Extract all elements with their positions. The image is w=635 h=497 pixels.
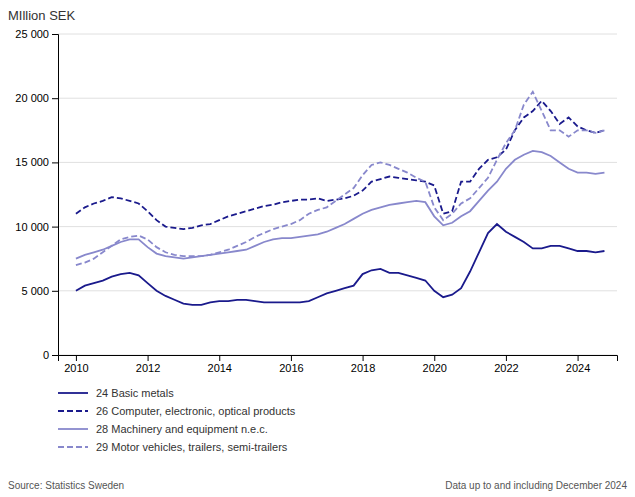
x-tick: 2010 — [64, 355, 88, 374]
x-axis-line — [59, 356, 618, 362]
annotation: Data up to and including December 2024 — [445, 480, 627, 491]
y-axis-line — [52, 35, 59, 356]
y-tick-label: 5 000 — [21, 285, 49, 297]
x-tick-mark — [363, 355, 364, 361]
legend-swatch — [58, 410, 88, 412]
legend-label: 26 Computer, electronic, optical product… — [96, 405, 296, 417]
legend-label: 29 Motor vehicles, trailers, semi-traile… — [96, 441, 288, 453]
series-line — [76, 151, 605, 259]
x-tick: 2024 — [566, 355, 590, 374]
series-line — [76, 92, 605, 265]
y-tick: 20 000 — [15, 92, 58, 104]
x-tick-mark — [434, 355, 435, 361]
y-tick-label: 0 — [43, 349, 49, 361]
y-tick-label: 20 000 — [15, 92, 49, 104]
y-tick-label: 25 000 — [15, 28, 49, 40]
legend-label: 28 Machinery and equipment n.e.c. — [96, 423, 268, 435]
grid-line — [58, 98, 617, 99]
y-tick-mark — [52, 291, 58, 292]
x-tick-mark — [148, 355, 149, 361]
legend-item: 29 Motor vehicles, trailers, semi-traile… — [58, 441, 288, 453]
y-tick-mark — [52, 162, 58, 163]
x-tick-mark — [76, 355, 77, 361]
x-tick-mark — [291, 355, 292, 361]
grid — [58, 34, 617, 355]
x-tick: 2020 — [423, 355, 447, 374]
grid-line — [58, 34, 617, 35]
x-tick-label: 2022 — [494, 362, 518, 374]
x-tick-label: 2012 — [136, 362, 160, 374]
y-tick: 25 000 — [15, 28, 58, 40]
x-tick: 2014 — [208, 355, 232, 374]
x-tick-mark — [219, 355, 220, 361]
x-tick-label: 2018 — [351, 362, 375, 374]
x-tick: 2012 — [136, 355, 160, 374]
chart: 2010 2012 2014 2016 2018 2020 2022 2024 0 5 000 10… — [0, 0, 635, 497]
legend-swatch — [58, 392, 88, 394]
y-tick: 15 000 — [15, 156, 58, 168]
x-tick-label: 2016 — [279, 362, 303, 374]
title: MIllion SEK — [8, 8, 76, 23]
x-tick-label: 2024 — [566, 362, 590, 374]
series-line — [76, 224, 605, 305]
x-tick: 2016 — [279, 355, 303, 374]
annotation: Source: Statistics Sweden — [8, 480, 124, 491]
legend-item: 24 Basic metals — [58, 387, 174, 399]
lines — [76, 92, 605, 305]
y-tick: 5 000 — [21, 285, 58, 297]
x-tick-label: 2014 — [208, 362, 232, 374]
y-tick-label: 15 000 — [15, 156, 49, 168]
x-tick-mark — [578, 355, 579, 361]
x-tick-mark — [506, 355, 507, 361]
y-tick-mark — [52, 227, 58, 228]
y-axis: 0 5 000 10 000 15 000 20 000 25 000 — [15, 28, 58, 361]
y-tick-mark — [52, 34, 58, 35]
x-axis: 2010 2012 2014 2016 2018 2020 2022 2024 — [59, 355, 618, 374]
x-tick-label: 2010 — [64, 362, 88, 374]
series-line — [76, 101, 605, 229]
y-tick-mark — [52, 355, 58, 356]
legend-swatch — [58, 446, 88, 448]
y-tick: 0 — [43, 349, 58, 361]
legend: 24 Basic metals 26 Computer, electronic, … — [58, 387, 296, 453]
x-tick: 2018 — [351, 355, 375, 374]
grid-line — [58, 162, 617, 163]
x-tick-label: 2020 — [423, 362, 447, 374]
y-tick-mark — [52, 98, 58, 99]
y-tick-label: 10 000 — [15, 221, 49, 233]
legend-item: 26 Computer, electronic, optical product… — [58, 405, 296, 417]
legend-item: 28 Machinery and equipment n.e.c. — [58, 423, 268, 435]
plot: 2010 2012 2014 2016 2018 2020 2022 2024 0 5 000 10… — [15, 28, 617, 374]
legend-label: 24 Basic metals — [96, 387, 174, 399]
legend-swatch — [58, 428, 88, 430]
x-tick: 2022 — [494, 355, 518, 374]
y-tick: 10 000 — [15, 221, 58, 233]
